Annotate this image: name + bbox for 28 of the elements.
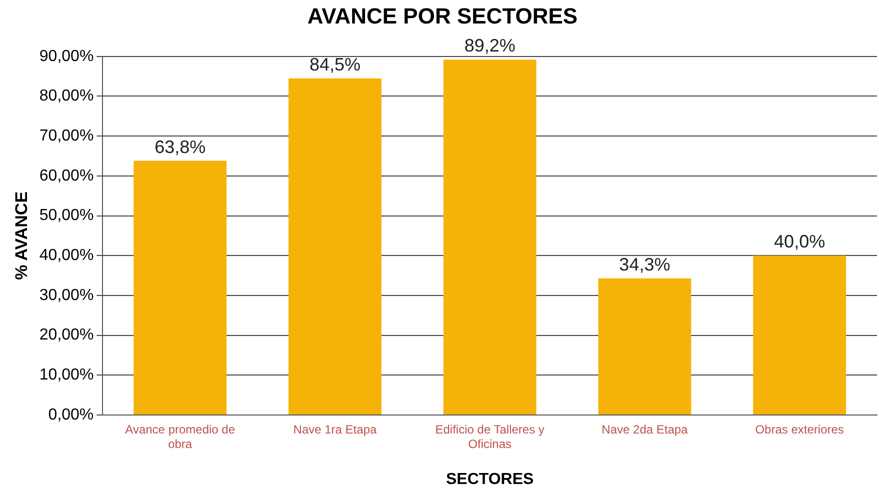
y-tick-label: 90,00% (39, 48, 94, 65)
y-tick-label: 60,00% (39, 167, 94, 184)
y-tick-label: 20,00% (39, 326, 94, 344)
bar (753, 256, 846, 414)
y-tick-label: 40,00% (39, 247, 94, 264)
y-tick-label: 0,00% (48, 406, 94, 424)
x-tick-label: Nave 1ra Etapa (293, 422, 377, 437)
x-axis-title: SECTORES (446, 470, 534, 488)
bar (134, 160, 227, 414)
y-tick-label: 80,00% (39, 88, 94, 105)
y-tick-label: 70,00% (39, 127, 94, 144)
bar (598, 278, 692, 414)
y-tick-label: 10,00% (39, 366, 94, 384)
data-label: 63,8% (154, 136, 206, 157)
data-label: 34,3% (619, 254, 670, 274)
data-label: 89,2% (464, 36, 516, 56)
y-tick-label: 30,00% (39, 286, 94, 304)
y-tick-label: 50,00% (39, 207, 94, 224)
chart-title: AVANCE POR SECTORES (307, 3, 578, 28)
bar (288, 78, 382, 414)
x-tick-label: Avance promedio de obra (125, 422, 236, 451)
x-tick-label: Obras exteriores (755, 422, 844, 437)
x-tick-label: Nave 2da Etapa (602, 422, 688, 437)
data-label: 84,5% (309, 54, 360, 74)
bar (443, 60, 536, 414)
data-label: 40,0% (774, 232, 826, 252)
y-axis-title: % AVANCE (12, 191, 31, 280)
x-tick-label: Edificio de Talleres y Oficinas (435, 422, 544, 451)
